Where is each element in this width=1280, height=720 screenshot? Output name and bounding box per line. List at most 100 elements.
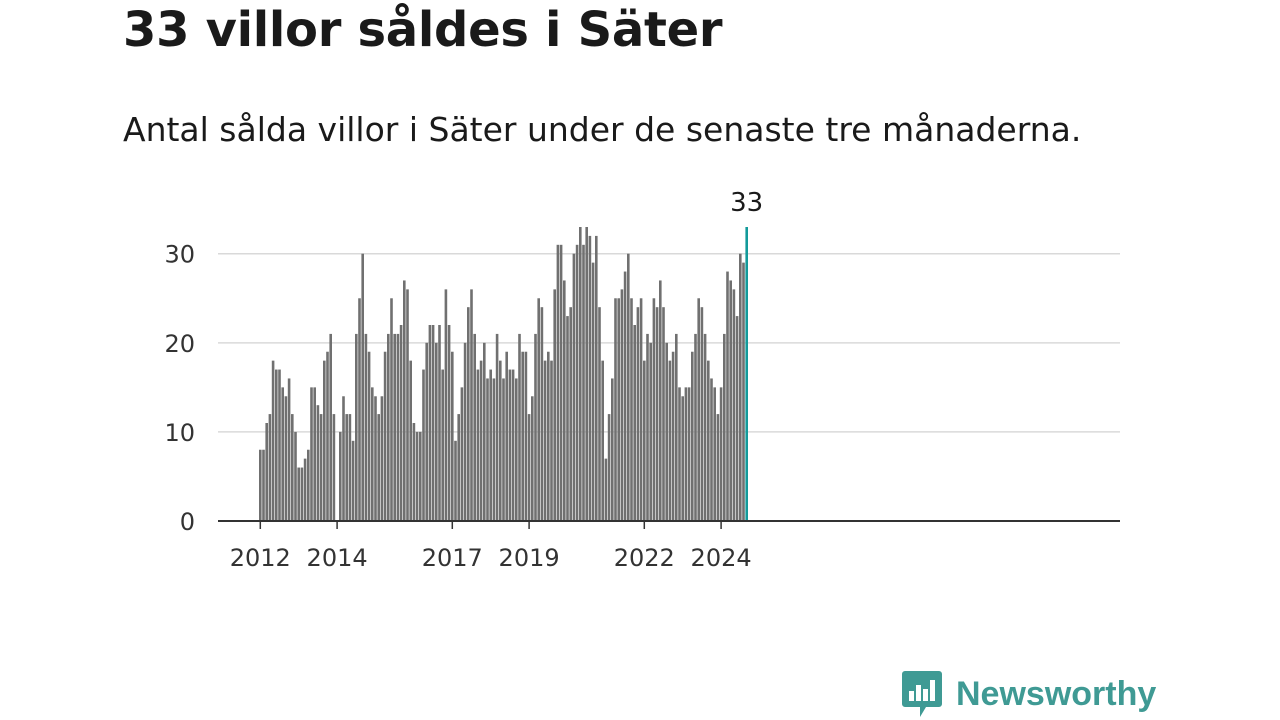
- data-labels: 33: [730, 188, 763, 218]
- bar: [671, 351, 675, 521]
- bar: [591, 262, 595, 521]
- bar: [278, 369, 281, 521]
- bar: [431, 325, 435, 521]
- bar: [655, 307, 659, 521]
- bar: [454, 440, 457, 521]
- bar: [675, 333, 678, 521]
- bar: [639, 298, 643, 521]
- bar: [646, 333, 649, 521]
- bar: [537, 298, 540, 521]
- bar-series: [259, 227, 748, 521]
- bar: [729, 280, 732, 521]
- bar: [271, 360, 275, 521]
- brand-name: Newsworthy: [956, 674, 1157, 713]
- bar: [345, 414, 348, 521]
- bar: [364, 333, 368, 521]
- bar: [665, 342, 668, 521]
- bar: [281, 387, 284, 521]
- bar: [636, 307, 640, 521]
- bar: [611, 378, 614, 521]
- bar: [419, 431, 422, 521]
- bar: [463, 342, 467, 521]
- bar: [707, 360, 710, 521]
- bar: [367, 351, 371, 521]
- bar: [687, 387, 691, 521]
- bar: [473, 333, 476, 521]
- bar: [412, 423, 416, 521]
- bar: [374, 396, 377, 521]
- bar: [735, 316, 739, 521]
- bar: [422, 369, 425, 521]
- last-value-label: 33: [730, 188, 763, 218]
- bar: [623, 271, 627, 521]
- bar: [387, 333, 390, 521]
- bar: [399, 325, 403, 521]
- bar: [604, 458, 608, 521]
- bar: [588, 235, 592, 521]
- bar: [351, 440, 355, 521]
- bar: [479, 360, 483, 521]
- bar: [268, 414, 272, 521]
- bar: [633, 325, 636, 521]
- bar: [393, 333, 396, 521]
- bar: [447, 325, 451, 521]
- bar: [403, 280, 406, 521]
- bar: [313, 387, 316, 521]
- bar: [601, 360, 604, 521]
- brand-logo: Newsworthy: [902, 670, 1156, 718]
- x-tick-label: 2022: [614, 544, 675, 572]
- bar: [284, 396, 288, 521]
- y-axis: 0 10 20 30: [164, 241, 195, 536]
- bar: [406, 289, 409, 521]
- bar: [444, 289, 448, 521]
- bar: [483, 342, 486, 521]
- y-tick-label: 10: [164, 419, 195, 447]
- bar: [569, 307, 572, 521]
- bar: [415, 431, 419, 521]
- bar: [492, 378, 496, 521]
- bar: [521, 351, 524, 521]
- bar: [291, 414, 294, 521]
- bar: [716, 414, 720, 521]
- bar: [457, 414, 460, 521]
- bar: [319, 414, 323, 521]
- bar: [441, 369, 444, 521]
- bar: [678, 387, 681, 521]
- chart-subtitle: Antal sålda villor i Säter under de sena…: [123, 110, 1082, 149]
- bar: [556, 244, 560, 521]
- bar: [518, 333, 521, 521]
- x-tick-label: 2012: [230, 544, 291, 572]
- bar: [681, 396, 684, 521]
- bar: [566, 316, 569, 521]
- bar: [630, 298, 633, 521]
- bar: [342, 396, 345, 521]
- bar: [348, 414, 352, 521]
- bar: [572, 253, 576, 521]
- bar: [726, 271, 729, 521]
- bar: [527, 414, 531, 521]
- bar: [323, 360, 326, 521]
- bar-highlight: [745, 227, 748, 521]
- bar: [287, 378, 291, 521]
- bar: [668, 360, 672, 521]
- bar: [559, 244, 563, 521]
- bar: [262, 449, 265, 521]
- bar: [508, 369, 512, 521]
- bar: [451, 351, 454, 521]
- bar: [617, 298, 620, 521]
- bar: [310, 387, 313, 521]
- bar: [332, 414, 336, 521]
- bar: [691, 351, 694, 521]
- x-tick-label: 2017: [422, 544, 483, 572]
- bar: [326, 351, 329, 521]
- bar: [614, 298, 617, 521]
- bar: [742, 262, 745, 521]
- bar: [435, 342, 438, 521]
- y-tick-label: 0: [180, 508, 195, 536]
- bar: [300, 467, 304, 521]
- bar: [547, 351, 550, 521]
- bar: [499, 360, 502, 521]
- bar: [361, 253, 364, 521]
- bar: [377, 414, 380, 521]
- bar: [579, 227, 582, 521]
